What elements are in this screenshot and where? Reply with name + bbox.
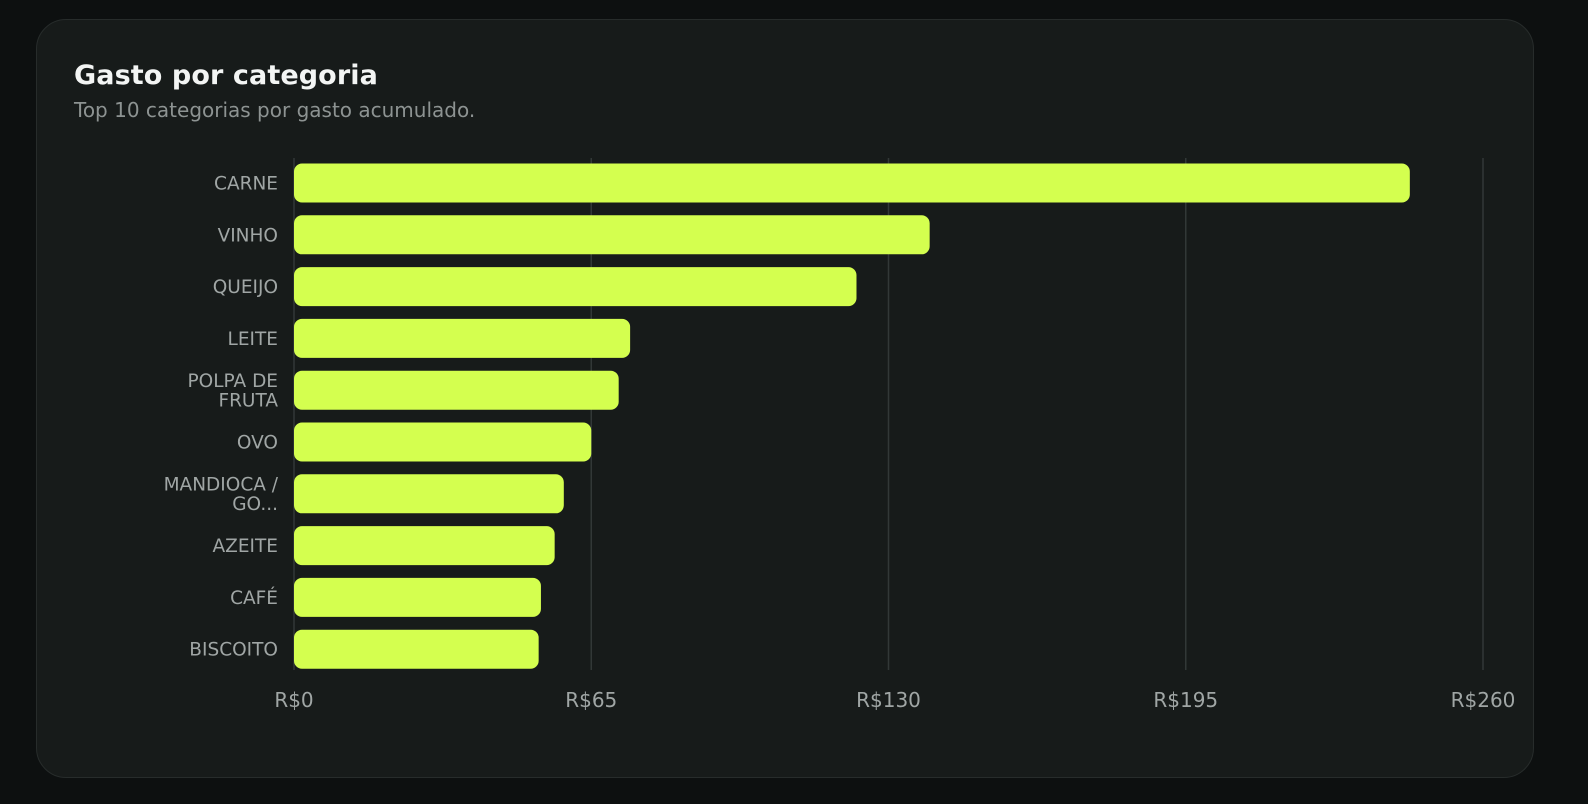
bar-leite: [294, 318, 631, 358]
category-label: AZEITE: [213, 536, 278, 557]
category-label-line: LEITE: [228, 329, 278, 350]
category-label: MANDIOCA / GO...: [164, 475, 279, 516]
x-tick-label: R$195: [1153, 688, 1218, 712]
x-tick-label: R$260: [1451, 688, 1516, 712]
category-label: VINHO: [218, 225, 278, 246]
category-label-line: POLPA DE: [188, 371, 278, 392]
bar-polpa-de-fruta: [294, 370, 619, 410]
bars: [294, 163, 1410, 669]
category-label: BISCOITO: [189, 640, 278, 661]
category-label-line: FRUTA: [218, 390, 278, 411]
bar-ovo: [294, 422, 592, 462]
chart-card: Gasto por categoria Top 10 categorias po…: [36, 19, 1534, 778]
category-label: POLPA DE FRUTA: [188, 371, 279, 412]
bar-chart: CARNE VINHO QUEIJO LEITE POLPA DE FRUTA OVO MAN…: [164, 158, 1515, 712]
bar-caf: [294, 577, 541, 617]
category-label-line: GO...: [232, 494, 278, 515]
x-tick-label: R$130: [856, 688, 921, 712]
category-label-line: AZEITE: [213, 536, 278, 557]
category-label-line: VINHO: [218, 225, 278, 246]
bar-queijo: [294, 267, 857, 307]
category-label-line: QUEIJO: [213, 277, 278, 298]
bar-mandioca-go: [294, 474, 564, 514]
x-tick-label: R$0: [274, 688, 313, 712]
category-label: CAFÉ: [230, 587, 278, 609]
category-label: OVO: [237, 433, 278, 454]
category-label: QUEIJO: [213, 277, 278, 298]
bar-biscoito: [294, 629, 539, 669]
category-label: LEITE: [228, 329, 278, 350]
bar-azeite: [294, 526, 555, 566]
category-labels: CARNE VINHO QUEIJO LEITE POLPA DE FRUTA OVO MAN…: [164, 174, 279, 661]
chart-title: Gasto por categoria: [74, 60, 378, 91]
chart-subtitle: Top 10 categorias por gasto acumulado.: [74, 98, 476, 122]
bar-vinho: [294, 215, 930, 255]
x-tick-label: R$65: [565, 688, 617, 712]
category-label-line: MANDIOCA /: [164, 475, 279, 496]
x-axis-ticks: R$0 R$65 R$130 R$195 R$260: [274, 688, 1515, 712]
category-label-line: CAFÉ: [230, 587, 278, 609]
bar-carne: [294, 163, 1410, 203]
category-label: CARNE: [214, 174, 278, 195]
category-label-line: BISCOITO: [189, 640, 278, 661]
category-label-line: OVO: [237, 433, 278, 454]
category-label-line: CARNE: [214, 174, 278, 195]
